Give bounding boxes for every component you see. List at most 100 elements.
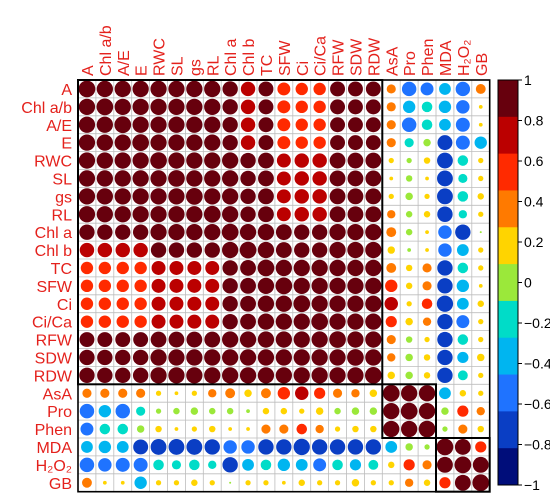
corr-circle-8-9 (239, 224, 257, 241)
corr-circle-10-22 (478, 265, 484, 271)
corr-circle-10-1 (98, 261, 112, 275)
corr-circle-15-17 (387, 353, 396, 362)
corr-circle-10-21 (457, 262, 469, 274)
corr-circle-10-16 (365, 259, 382, 277)
legend-tick-label: 0 (524, 275, 532, 291)
corr-circle-18-22 (476, 406, 485, 416)
corr-circle-20-14 (329, 439, 346, 455)
corr-circle-5-6 (186, 170, 203, 187)
corr-circle-6-3 (132, 188, 149, 205)
column-label: GB (474, 53, 491, 76)
corr-circle-2-10 (258, 117, 274, 133)
corr-circle-1-15 (347, 99, 363, 115)
corr-circle-22-3 (134, 476, 147, 489)
corr-circle-10-13 (311, 259, 328, 277)
legend-tick-label: 0.4 (524, 194, 544, 210)
corr-circle-1-21 (456, 100, 470, 114)
corr-circle-11-13 (311, 277, 328, 294)
corr-circle-21-7 (208, 460, 217, 470)
corr-circle-4-3 (132, 152, 149, 169)
corr-circle-7-6 (186, 206, 203, 223)
corr-circle-6-13 (312, 189, 327, 204)
corr-circle-15-22 (477, 353, 485, 362)
legend-swatch-5 (498, 264, 518, 302)
corr-circle-9-2 (115, 242, 130, 258)
corr-circle-17-12 (295, 386, 309, 400)
corr-circle-22-5 (173, 480, 180, 486)
row-label: Phen (35, 422, 72, 439)
corr-circle-15-9 (239, 349, 257, 366)
corr-circle-7-22 (478, 211, 484, 217)
corr-circle-12-5 (169, 296, 184, 311)
corr-circle-1-4 (150, 98, 167, 115)
corr-circle-4-5 (168, 152, 185, 169)
corr-circle-5-2 (114, 170, 131, 187)
corr-circle-17-16 (369, 389, 378, 397)
corr-circle-1-17 (386, 102, 396, 112)
corr-circle-10-17 (386, 263, 397, 273)
corr-circle-15-8 (222, 349, 239, 366)
corr-circle-4-7 (204, 152, 221, 169)
corr-circle-11-8 (222, 278, 238, 294)
legend-swatch-10 (498, 448, 518, 486)
legend-swatch-4 (498, 227, 518, 265)
corr-circle-8-18 (405, 228, 413, 236)
corr-circle-4-2 (114, 152, 131, 169)
corr-circle-9-12 (294, 242, 310, 258)
corr-circle-10-5 (169, 260, 184, 275)
corr-circle-22-10 (263, 480, 269, 486)
corr-circle-7-5 (168, 206, 185, 223)
corr-circle-5-17 (389, 176, 394, 181)
corr-circle-1-9 (240, 99, 256, 115)
corr-circle-2-4 (150, 116, 167, 133)
corr-circle-6-19 (424, 193, 430, 199)
column-label: Phen (420, 39, 437, 76)
corr-circle-14-20 (437, 331, 453, 348)
corr-circle-11-7 (205, 278, 220, 293)
corr-circle-7-10 (258, 206, 274, 223)
corr-circle-6-11 (276, 189, 291, 204)
column-label: SFW (277, 40, 294, 76)
corr-circle-16-22 (478, 372, 484, 378)
corr-circle-19-5 (174, 427, 179, 431)
corr-circle-7-13 (312, 207, 327, 222)
row-label: SDW (35, 350, 73, 367)
corr-circle-1-10 (258, 99, 274, 115)
corr-circle-7-0 (78, 206, 96, 223)
corr-circle-16-6 (186, 367, 203, 384)
matrix-frame (77, 79, 491, 493)
corr-circle-22-4 (155, 480, 162, 486)
corr-circle-18-6 (190, 407, 199, 415)
corr-circle-13-20 (437, 313, 453, 330)
corr-circle-14-1 (97, 332, 113, 348)
corr-circle-8-10 (257, 224, 275, 241)
corr-circle-18-15 (351, 407, 360, 415)
corr-circle-9-4 (150, 242, 167, 258)
corr-circle-11-6 (187, 278, 202, 293)
corr-circle-18-4 (155, 408, 162, 414)
corr-circle-14-2 (115, 332, 131, 348)
corr-circle-21-22 (472, 456, 489, 473)
corr-circle-13-5 (169, 314, 184, 329)
corr-circle-11-21 (456, 279, 470, 293)
legend-swatch-1 (498, 116, 518, 155)
corr-circle-7-8 (222, 206, 239, 223)
corr-circle-13-16 (365, 313, 382, 330)
corr-circle-3-7 (204, 134, 221, 151)
corr-circle-8-13 (311, 224, 328, 240)
corr-circle-16-10 (257, 367, 275, 384)
corr-circle-1-1 (96, 98, 114, 116)
corr-circle-12-2 (116, 297, 129, 310)
corr-circle-19-8 (228, 427, 233, 431)
corr-circle-17-22 (478, 390, 484, 396)
corr-circle-1-2 (114, 98, 131, 115)
corr-circle-22-13 (317, 480, 323, 486)
row-label: Ci (57, 297, 72, 314)
corr-circle-14-6 (186, 331, 203, 348)
corr-circle-11-14 (329, 277, 346, 294)
corr-circle-18-14 (334, 407, 341, 415)
corr-circle-4-0 (78, 152, 96, 169)
corr-circle-10-18 (405, 264, 413, 272)
corr-circle-11-9 (240, 277, 256, 294)
corr-circle-5-0 (78, 170, 96, 187)
